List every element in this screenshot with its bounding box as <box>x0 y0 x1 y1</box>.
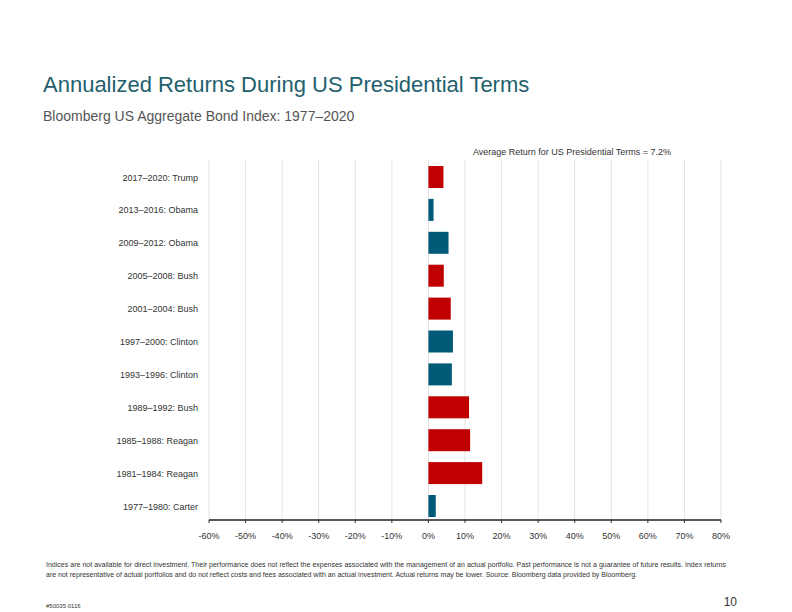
title: Annualized Returns During US Presidentia… <box>43 72 529 97</box>
bar <box>428 331 453 353</box>
bar <box>428 462 482 484</box>
category-label: 2005–2008: Bush <box>127 271 198 281</box>
grid-line <box>611 160 612 520</box>
bars <box>428 166 482 517</box>
grid-line <box>318 160 319 520</box>
category-label: 1997–2000: Clinton <box>120 337 198 347</box>
tick-label: 80% <box>712 531 730 541</box>
grid-line <box>647 160 648 520</box>
tick-label: -60% <box>198 531 219 541</box>
tick-label: -30% <box>308 531 329 541</box>
bar <box>428 232 448 254</box>
page-number: 10 <box>724 595 738 609</box>
tick-label: 60% <box>639 531 657 541</box>
category-label: 1993–1996: Clinton <box>120 370 198 380</box>
grid-line <box>721 160 722 520</box>
category-label: 2017–2020: Trump <box>122 173 198 183</box>
tick-label: -50% <box>235 531 256 541</box>
bar <box>428 298 450 320</box>
bar <box>428 429 470 451</box>
grid-line <box>209 160 210 520</box>
category-label: 1985–1988: Reagan <box>116 436 198 446</box>
category-label: 1977–1980: Carter <box>123 502 198 512</box>
grid-line <box>245 160 246 520</box>
bar <box>428 396 469 418</box>
bar <box>428 199 433 221</box>
tick-label: 50% <box>602 531 620 541</box>
category-label: 1981–1984: Reagan <box>116 469 198 479</box>
doc-id: #50035 0116 <box>46 603 81 609</box>
tick-label: -40% <box>272 531 293 541</box>
grid-line <box>574 160 575 520</box>
subtitle: Bloomberg US Aggregate Bond Index: 1977–… <box>43 108 355 124</box>
grid-line <box>391 160 392 520</box>
grid-line <box>501 160 502 520</box>
tick-label: 20% <box>493 531 511 541</box>
bar <box>428 166 443 188</box>
annotation: Average Return for US Presidential Terms… <box>473 147 671 157</box>
tick-label: 70% <box>675 531 693 541</box>
bar <box>428 363 451 385</box>
bar <box>428 495 435 517</box>
tick-label: 40% <box>566 531 584 541</box>
tick-label: -20% <box>345 531 366 541</box>
grid-line <box>355 160 356 520</box>
category-label: 2013–2016: Obama <box>118 205 198 215</box>
grid-line <box>282 160 283 520</box>
bar <box>428 265 443 287</box>
grid-line <box>538 160 539 520</box>
x-axis <box>209 519 721 521</box>
category-label: 2001–2004: Bush <box>127 304 198 314</box>
tick-label: 30% <box>529 531 547 541</box>
tick-label: -10% <box>381 531 402 541</box>
category-label: 2009–2012: Obama <box>118 238 198 248</box>
category-label: 1989–1992: Bush <box>127 403 198 413</box>
grid-line <box>684 160 685 520</box>
footnote: Indices are not available for direct inv… <box>46 560 726 579</box>
tick-label: 10% <box>456 531 474 541</box>
tick-label: 0% <box>422 531 435 541</box>
